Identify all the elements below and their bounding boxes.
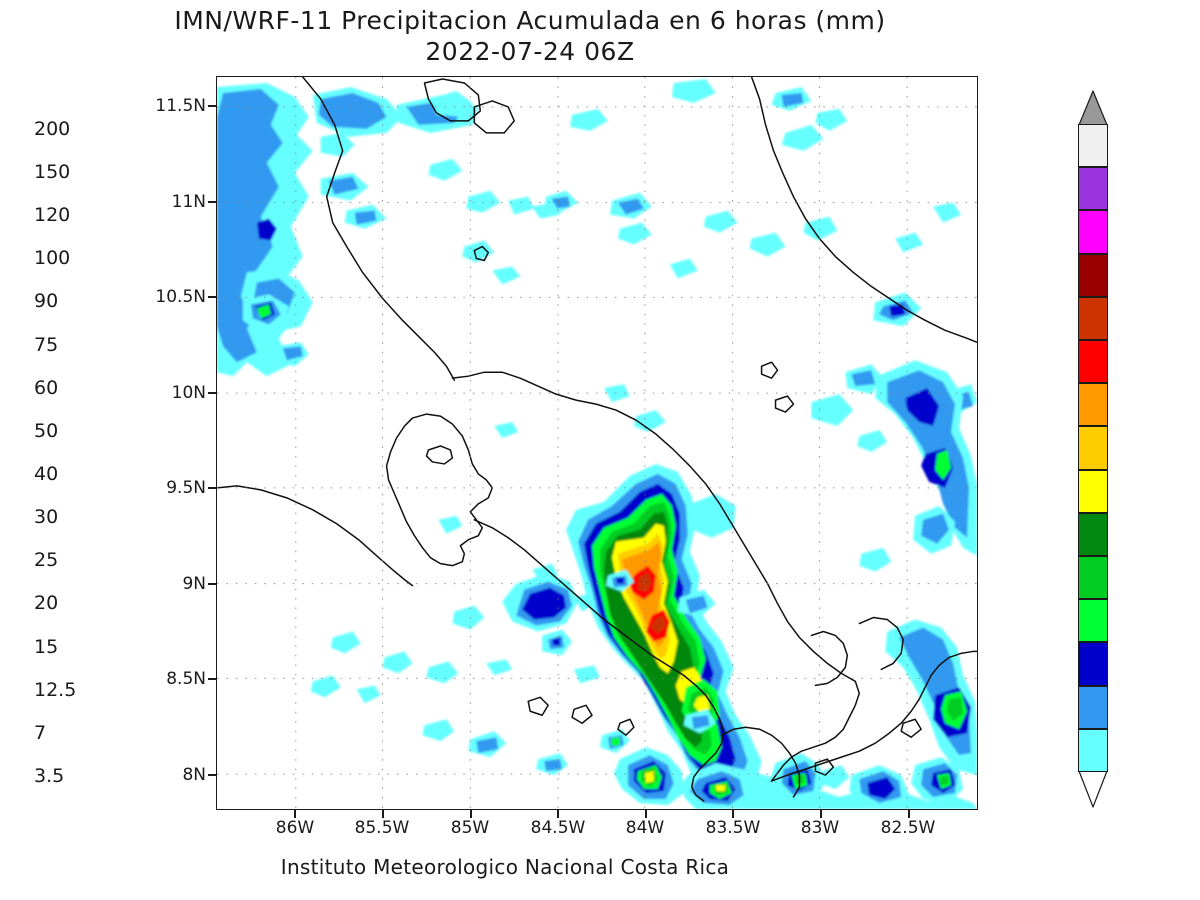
x-tick-label: 83.5W (705, 818, 761, 838)
colorbar-cell-100-120 (1078, 210, 1108, 254)
y-tick-label: 8.5N (166, 669, 206, 689)
colorbar-cell-25-30 (1078, 512, 1108, 556)
precip-region-south (422, 709, 977, 809)
x-tick (557, 810, 559, 818)
colorbar-label: 30 (34, 506, 59, 528)
x-tick-label: 85W (450, 818, 490, 838)
colorbar-label: 200 (34, 118, 71, 140)
colorbar-cell-30-40 (1078, 469, 1108, 513)
precip-region-north-scattered (320, 78, 977, 417)
x-tick (645, 810, 647, 818)
colorbar-arrow-low (1078, 770, 1108, 808)
x-tick-label: 84.5W (530, 818, 586, 838)
colorbar-cell-75-90 (1078, 296, 1108, 340)
map-plot-area (216, 76, 978, 810)
colorbar-label: 3.5 (34, 765, 65, 787)
title-line-1: IMN/WRF-11 Precipitacion Acumulada en 6 … (174, 6, 886, 35)
y-tick-label: 10N (171, 383, 206, 403)
colorbar-cell-40-50 (1078, 426, 1108, 470)
colorbar-label: 90 (34, 290, 59, 312)
y-tick (208, 392, 216, 394)
y-tick (208, 774, 216, 776)
x-tick (382, 810, 384, 818)
colorbar-label: 25 (34, 549, 59, 571)
colorbar-label: 60 (34, 377, 59, 399)
x-tick-label: 86W (275, 818, 315, 838)
y-tick (208, 201, 216, 203)
colorbar-label: 120 (34, 204, 71, 226)
colorbar-label: 12.5 (34, 679, 77, 701)
colorbar-arrow-high (1078, 90, 1108, 126)
x-tick-label: 82.5W (880, 818, 936, 838)
precipitation-field (217, 78, 977, 809)
x-tick-label: 84W (625, 818, 665, 838)
y-tick (208, 296, 216, 298)
y-tick-label: 9.5N (166, 478, 206, 498)
y-tick (208, 583, 216, 585)
y-tick (208, 487, 216, 489)
colorbar-cells (1078, 124, 1108, 772)
x-tick (820, 810, 822, 818)
y-tick (208, 678, 216, 680)
colorbar-label: 20 (34, 592, 59, 614)
colorbar-cell-15-20 (1078, 599, 1108, 643)
map-canvas (217, 77, 977, 809)
colorbar-label: 40 (34, 463, 59, 485)
precip-region-east (811, 360, 977, 776)
colorbar-label: 7 (34, 722, 47, 744)
chart-title: IMN/WRF-11 Precipitacion Acumulada en 6 … (0, 6, 1060, 66)
colorbar-cell-120-150 (1078, 167, 1108, 211)
title-line-2: 2022-07-24 06Z (425, 37, 635, 66)
colorbar-cell-7-12.5 (1078, 685, 1108, 729)
y-tick-label: 10.5N (155, 287, 206, 307)
y-tick-label: 9N (182, 574, 206, 594)
colorbar-cell-3.5-7 (1078, 728, 1108, 772)
x-tick (732, 810, 734, 818)
colorbar-label: 150 (34, 161, 71, 183)
footer-attribution: Instituto Meteorologico Nacional Costa R… (280, 855, 730, 879)
colorbar-cell-90-100 (1078, 253, 1108, 297)
y-tick-label: 11N (171, 192, 206, 212)
colorbar-label: 75 (34, 334, 59, 356)
colorbar-label: 15 (34, 636, 59, 658)
x-tick (908, 810, 910, 818)
colorbar-cell-20-25 (1078, 556, 1108, 600)
colorbar-cell-12.5-15 (1078, 642, 1108, 686)
y-tick-label: 8N (182, 765, 206, 785)
x-tick-label: 85.5W (354, 818, 410, 838)
gridlines (217, 77, 977, 809)
colorbar-label: 100 (34, 247, 71, 269)
precip-region-pacific-sw (310, 422, 519, 704)
plot-frame (216, 76, 978, 810)
x-tick (294, 810, 296, 818)
precip-region-main-core (502, 463, 762, 800)
y-tick (208, 105, 216, 107)
precip-region-central-satellites (426, 384, 716, 684)
colorbar-cell-60-75 (1078, 340, 1108, 384)
precip-region-northwest (217, 82, 479, 377)
x-tick (470, 810, 472, 818)
colorbar-cell-150-200 (1078, 124, 1108, 168)
y-tick-label: 11.5N (155, 96, 206, 116)
x-tick-label: 83W (800, 818, 840, 838)
colorbar-label: 50 (34, 420, 59, 442)
colorbar-cell-50-60 (1078, 383, 1108, 427)
